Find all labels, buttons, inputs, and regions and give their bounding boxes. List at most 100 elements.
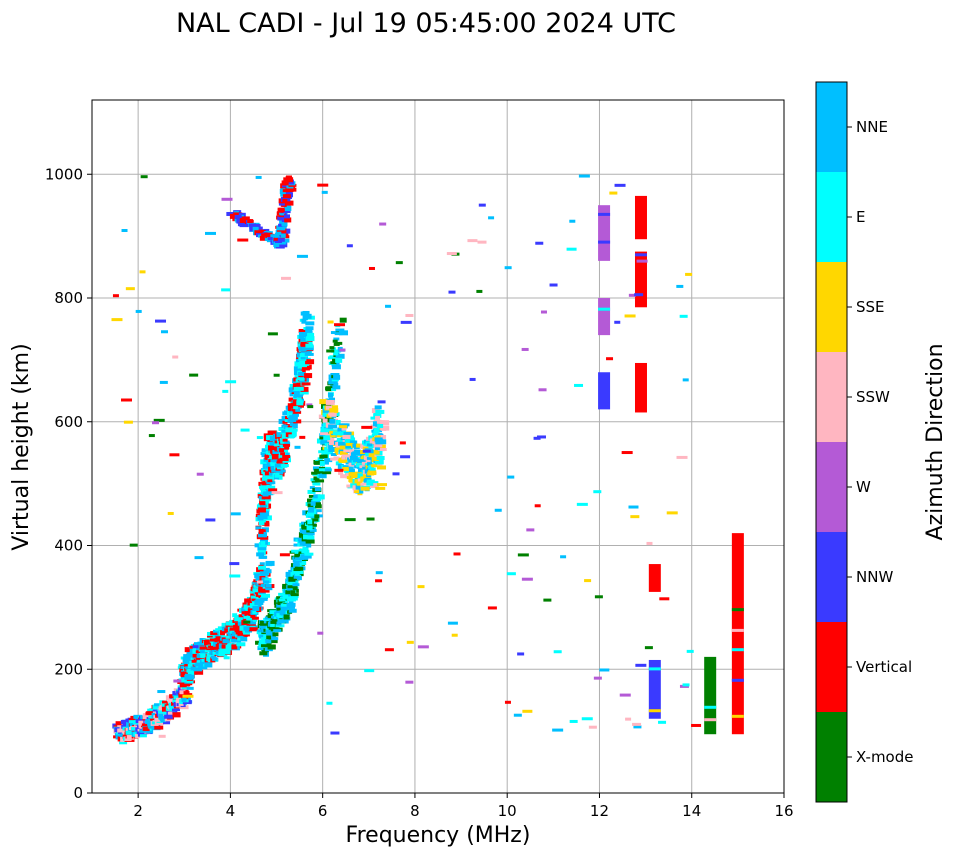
data-point <box>260 230 266 235</box>
data-point <box>197 641 206 646</box>
data-point <box>343 466 352 471</box>
data-point <box>259 562 265 567</box>
sparse-point <box>237 238 249 242</box>
data-point <box>280 452 286 456</box>
data-point <box>194 669 204 675</box>
sparse-point <box>621 451 633 455</box>
data-point <box>319 399 328 405</box>
data-point <box>322 468 332 472</box>
data-point <box>335 353 345 359</box>
data-point <box>294 572 300 576</box>
data-point <box>162 700 168 705</box>
data-point <box>291 413 299 417</box>
data-point <box>280 238 290 243</box>
data-point <box>237 617 243 623</box>
data-point <box>180 665 188 669</box>
data-point <box>178 692 186 698</box>
sparse-point <box>155 319 167 323</box>
data-point <box>295 406 301 412</box>
sparse-point <box>125 287 135 291</box>
data-point <box>237 635 244 641</box>
data-point <box>273 629 282 633</box>
data-point <box>318 414 325 419</box>
data-point <box>154 716 161 722</box>
sparse-point <box>549 283 558 287</box>
data-point <box>257 515 264 520</box>
colorbar-label-vertical: Vertical <box>856 658 912 676</box>
data-point <box>265 639 272 644</box>
data-point <box>277 614 283 619</box>
data-point <box>195 656 205 660</box>
data-point <box>356 458 363 463</box>
y-tick-label: 600 <box>54 413 83 431</box>
data-point <box>366 456 376 460</box>
sparse-point <box>522 709 533 713</box>
data-point <box>282 189 289 193</box>
data-point <box>277 599 283 605</box>
data-point <box>288 387 295 393</box>
data-point <box>304 373 313 379</box>
data-point <box>287 581 296 586</box>
data-point <box>370 416 376 420</box>
sparse-point <box>593 676 602 680</box>
sparse-point <box>204 231 216 235</box>
sparse-point <box>566 247 577 251</box>
data-point <box>348 479 357 483</box>
sparse-point <box>139 270 146 274</box>
data-point <box>294 569 304 574</box>
data-point <box>218 640 224 645</box>
data-point <box>373 427 380 433</box>
data-point <box>323 435 331 441</box>
sparse-point <box>243 620 251 624</box>
data-point <box>130 715 136 720</box>
data-point <box>257 646 264 651</box>
data-point <box>338 470 344 475</box>
sparse-point <box>346 244 353 248</box>
data-point <box>356 482 362 486</box>
sparse-point <box>267 332 278 336</box>
data-point <box>339 330 349 336</box>
data-point <box>138 720 144 726</box>
data-point <box>234 626 241 630</box>
data-point <box>267 613 277 619</box>
sparse-point <box>614 320 621 324</box>
data-point <box>135 734 141 739</box>
data-point <box>374 405 382 410</box>
data-point <box>292 428 298 432</box>
data-point <box>365 458 371 463</box>
data-point <box>262 485 269 490</box>
data-point <box>231 644 238 650</box>
data-point <box>351 481 358 486</box>
sparse-point <box>633 725 642 729</box>
data-point <box>211 657 217 661</box>
x-tick-label: 2 <box>133 802 143 820</box>
sparse-point <box>540 310 547 314</box>
sparse-point <box>644 646 653 650</box>
x-tick-label: 12 <box>590 802 609 820</box>
data-point <box>296 400 304 406</box>
data-point <box>315 502 322 508</box>
data-point <box>375 442 383 446</box>
sparse-point <box>326 349 335 353</box>
data-point <box>314 468 321 474</box>
column-stripe <box>731 678 744 682</box>
colorbar: X-mode Vertical NNW W SSW SSE E NNE <box>815 81 913 803</box>
data-point <box>326 413 332 418</box>
sparse-point <box>205 518 216 522</box>
data-point <box>305 539 315 544</box>
data-point <box>327 437 335 442</box>
data-point <box>370 424 377 429</box>
column-stripe <box>634 253 647 257</box>
data-point <box>291 431 297 437</box>
sparse-point <box>682 683 690 687</box>
data-point <box>357 473 363 479</box>
sparse-point <box>148 434 155 438</box>
sparse-point <box>344 518 356 522</box>
data-point <box>269 441 275 446</box>
data-point <box>293 406 299 410</box>
colorbar-label-x-mode: X-mode <box>856 748 913 766</box>
data-point <box>221 622 229 627</box>
sparse-point <box>112 294 119 298</box>
data-point <box>259 651 268 656</box>
data-point <box>210 644 217 650</box>
